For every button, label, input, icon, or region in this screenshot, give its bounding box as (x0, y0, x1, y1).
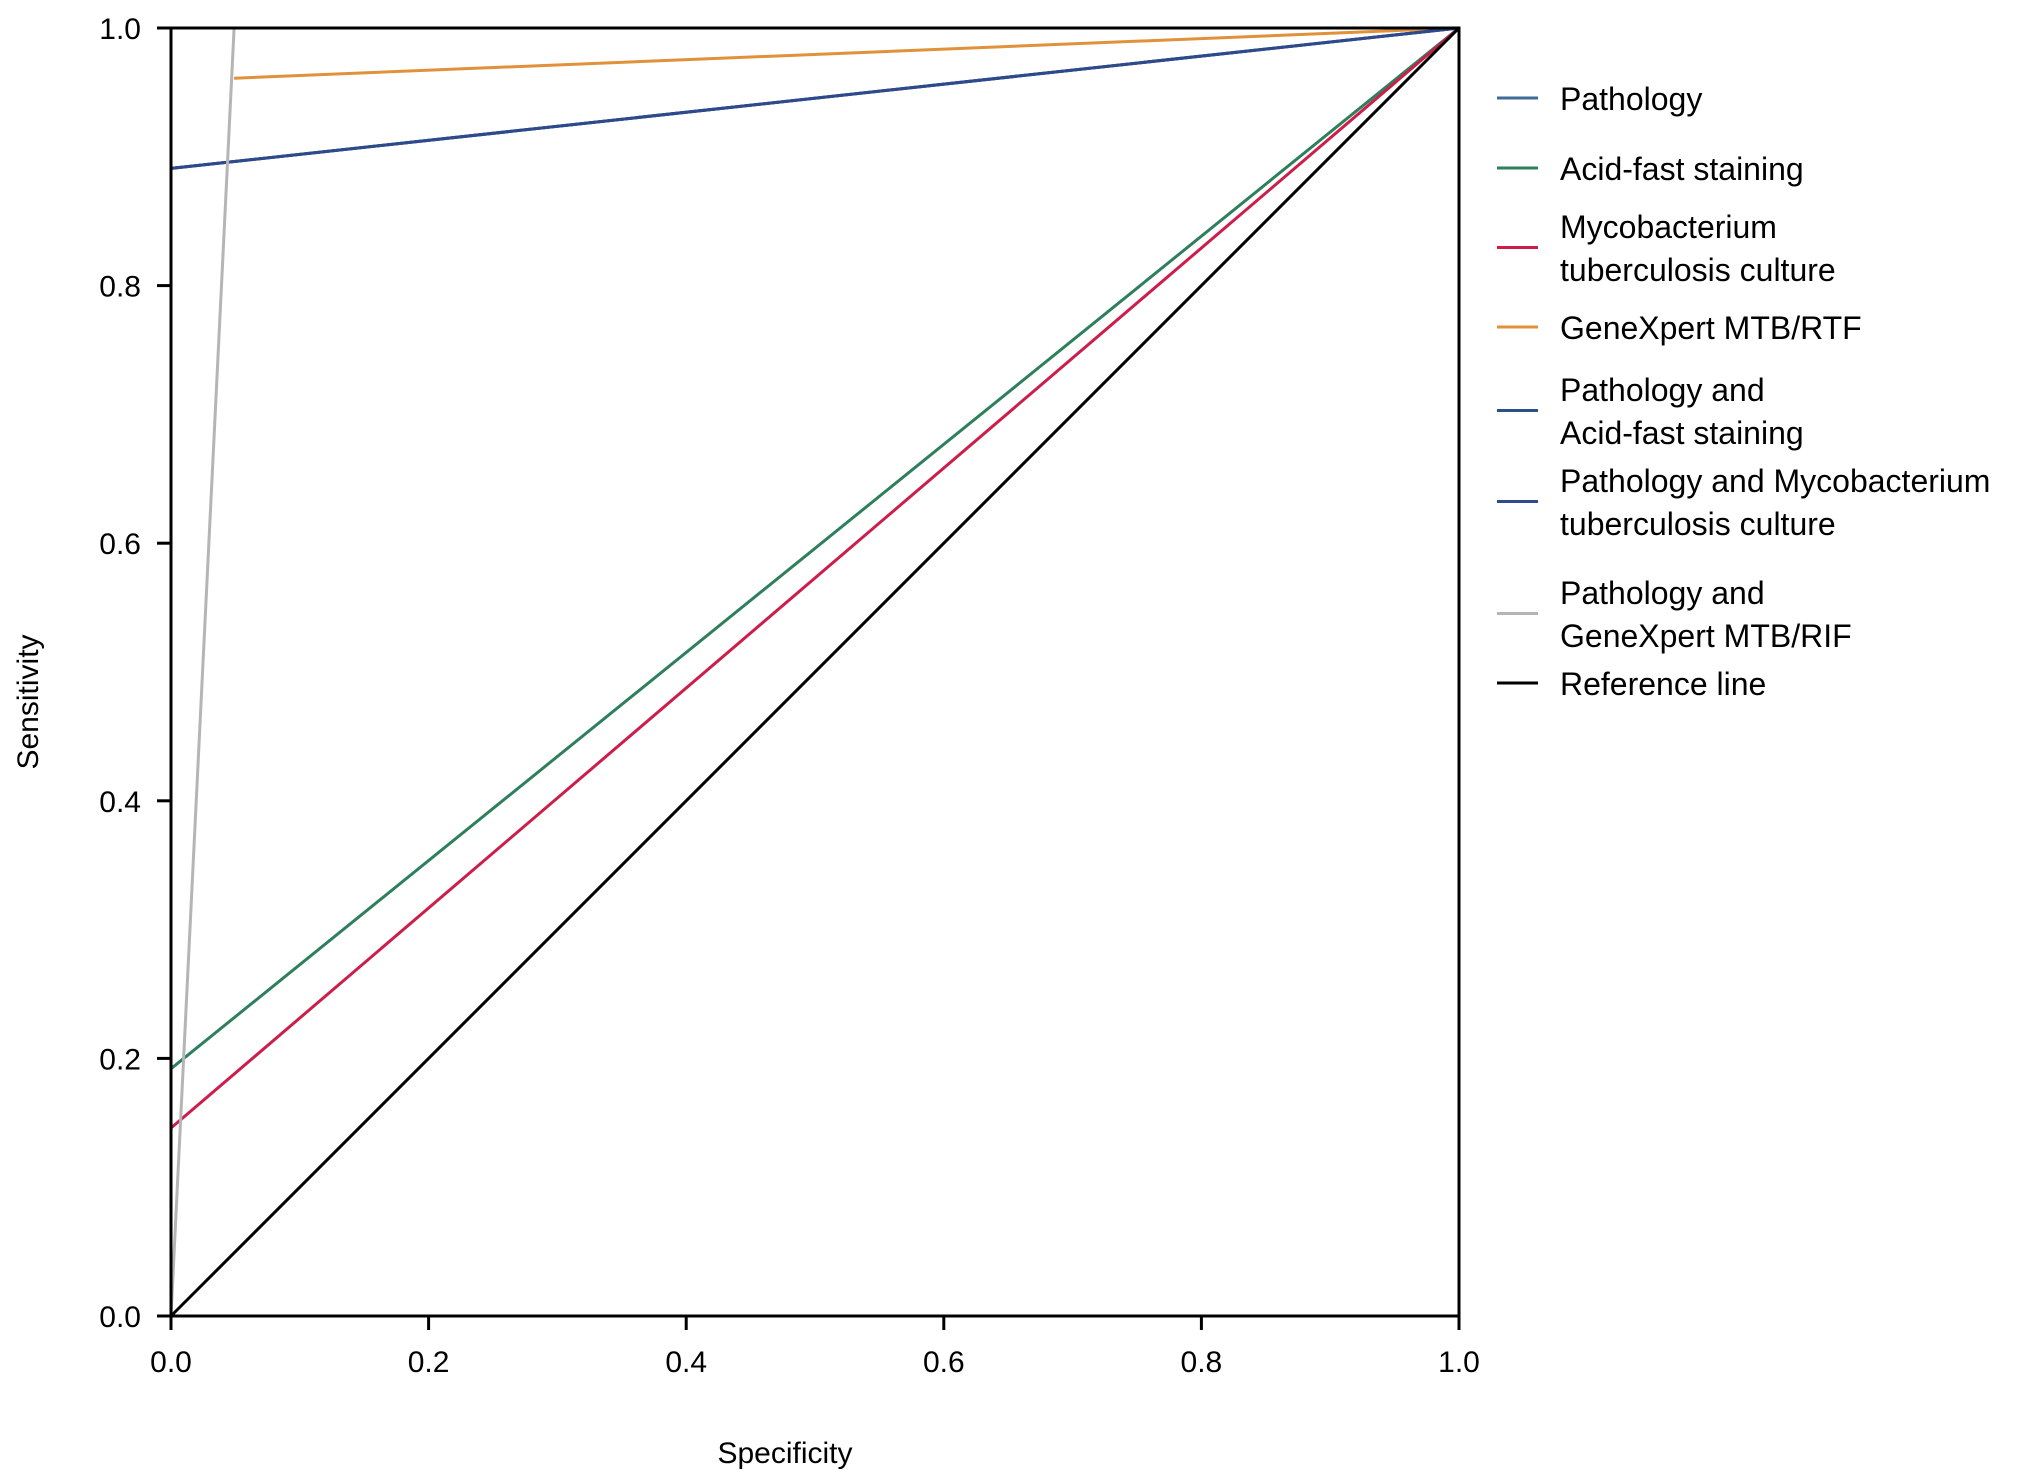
y-tick-label: 0.2 (99, 1043, 141, 1076)
plot-lines (169, 26, 1461, 1318)
series-line-2 (170, 26, 1460, 1130)
x-tick-label: 1.0 (1438, 1346, 1480, 1379)
series-line-1 (170, 26, 1460, 1070)
legend-label-0: Pathology (1560, 81, 1702, 117)
x-tick-label: 0.0 (150, 1346, 192, 1379)
series-line-6 (169, 27, 236, 1317)
x-tick-label: 0.4 (665, 1346, 707, 1379)
y-tick-label: 0.4 (99, 786, 141, 819)
legend-label-6: GeneXpert MTB/RIF (1560, 618, 1852, 654)
legend-label-2: tuberculosis culture (1560, 252, 1836, 288)
legend-label-1: Acid-fast staining (1560, 151, 1804, 187)
y-tick-label: 0.8 (99, 271, 141, 304)
legend-label-3: GeneXpert MTB/RTF (1560, 310, 1862, 346)
x-tick-label: 0.8 (1181, 1346, 1223, 1379)
x-axis: 0.0 0.2 0.4 0.6 0.8 1.0 (150, 1316, 1480, 1379)
legend: Pathology Acid-fast staining Mycobacterium… (1497, 81, 1990, 702)
plot-frame (169, 26, 1461, 1318)
y-tick-label: 0.6 (99, 528, 141, 561)
legend-label-6: Pathology and (1560, 575, 1765, 611)
y-axis: 0.0 0.2 0.4 0.6 0.8 1.0 (99, 13, 171, 1334)
series-line-5 (170, 26, 1460, 170)
x-axis-title: Specificity (717, 1437, 852, 1470)
legend-label-4: Acid-fast staining (1560, 415, 1804, 451)
series-line-7 (169, 26, 1461, 1318)
legend-label-5: Pathology and Mycobacterium (1560, 463, 1990, 499)
legend-label-2: Mycobacterium (1560, 209, 1777, 245)
x-tick-label: 0.6 (923, 1346, 965, 1379)
x-tick-label: 0.2 (408, 1346, 450, 1379)
legend-label-4: Pathology and (1560, 372, 1765, 408)
y-tick-label: 1.0 (99, 13, 141, 46)
y-tick-label: 0.0 (99, 1301, 141, 1334)
legend-label-5: tuberculosis culture (1560, 506, 1836, 542)
legend-label-7: Reference line (1560, 666, 1766, 702)
series-line-3 (234, 26, 1460, 80)
y-axis-title: Sensitivity (12, 634, 45, 769)
